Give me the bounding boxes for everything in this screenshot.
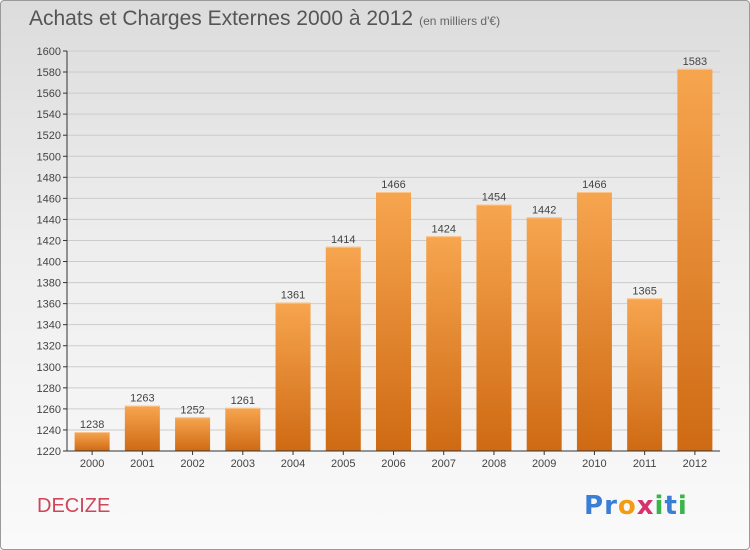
data-label: 1252	[180, 404, 204, 416]
bar-chart: 1220 1240 1260 1280 1300 1320 1340 1360 1380 1400…	[37, 46, 720, 470]
data-label: 1365	[632, 285, 656, 297]
data-label: 1414	[331, 234, 355, 246]
bar	[426, 236, 462, 451]
y-tick-label: 1380	[37, 278, 61, 290]
chart-title: Achats et Charges Externes 2000 à 2012 (e…	[29, 7, 500, 31]
data-label: 1263	[130, 393, 154, 405]
x-tick-label: 2009	[532, 458, 556, 470]
x-tick-label: 2010	[582, 458, 606, 470]
bar	[124, 405, 160, 451]
y-tick-label: 1440	[37, 214, 61, 226]
bar	[576, 192, 612, 452]
y-tick-label: 1360	[37, 299, 61, 311]
y-tick-label: 1240	[37, 425, 61, 437]
logo-letter: P	[584, 491, 605, 521]
y-tick-label: 1600	[37, 46, 61, 58]
y-tick-label: 1560	[37, 88, 61, 100]
logo-letter: r	[604, 491, 618, 521]
bar	[526, 217, 562, 451]
logo-letter: i	[677, 491, 688, 521]
y-tick-label: 1260	[37, 404, 61, 416]
x-tick-label: 2012	[683, 458, 707, 470]
y-tick-label: 1280	[37, 383, 61, 395]
y-tick-label: 1400	[37, 257, 61, 269]
y-tick-label: 1480	[37, 172, 61, 184]
commune-name: DECIZE	[37, 495, 111, 517]
y-tick-label: 1520	[37, 130, 61, 142]
logo-letter: o	[617, 491, 637, 521]
logo-letter: i	[654, 491, 665, 521]
x-tick-label: 2006	[381, 458, 405, 470]
y-tick-label: 1340	[37, 320, 61, 332]
logo-letter: t	[664, 491, 678, 521]
data-label: 1238	[80, 419, 104, 431]
x-tick-label: 2001	[130, 458, 154, 470]
bar	[325, 246, 361, 451]
y-tick-label: 1300	[37, 362, 61, 374]
bar	[175, 417, 211, 451]
bar	[275, 302, 311, 451]
data-label: 1261	[231, 395, 255, 407]
x-tick-label: 2008	[482, 458, 506, 470]
bar	[677, 68, 713, 451]
data-label: 1466	[582, 179, 606, 191]
y-tick-label: 1420	[37, 235, 61, 247]
x-tick-label: 2011	[633, 458, 657, 470]
x-tick-label: 2005	[331, 458, 355, 470]
y-tick-label: 1540	[37, 109, 61, 121]
y-tick-label: 1320	[37, 341, 61, 353]
data-label: 1466	[381, 179, 405, 191]
logo-letter: x	[636, 491, 655, 521]
data-label: 1442	[532, 204, 556, 216]
data-label: 1424	[431, 223, 455, 235]
y-tick-label: 1500	[37, 151, 61, 163]
bar	[74, 432, 110, 451]
title-text: Achats et Charges Externes 2000 à 2012	[29, 7, 414, 30]
x-tick-label: 2003	[231, 458, 255, 470]
x-tick-label: 2004	[281, 458, 305, 470]
data-label: 1583	[683, 56, 707, 68]
data-label: 1361	[281, 290, 305, 302]
data-label: 1454	[482, 192, 506, 204]
bar	[376, 192, 411, 452]
x-tick-label: 2007	[431, 458, 455, 470]
proxiti-logo: Proxiti	[584, 491, 688, 521]
bar	[225, 407, 261, 451]
x-tick-label: 2000	[80, 458, 104, 470]
x-tick-label: 2002	[180, 458, 204, 470]
title-unit: (en milliers d'€)	[419, 14, 501, 28]
y-tick-label: 1460	[37, 193, 61, 205]
y-tick-label: 1580	[37, 67, 61, 79]
y-tick-label: 1220	[37, 446, 61, 458]
bar	[476, 204, 512, 451]
bar	[627, 298, 663, 451]
